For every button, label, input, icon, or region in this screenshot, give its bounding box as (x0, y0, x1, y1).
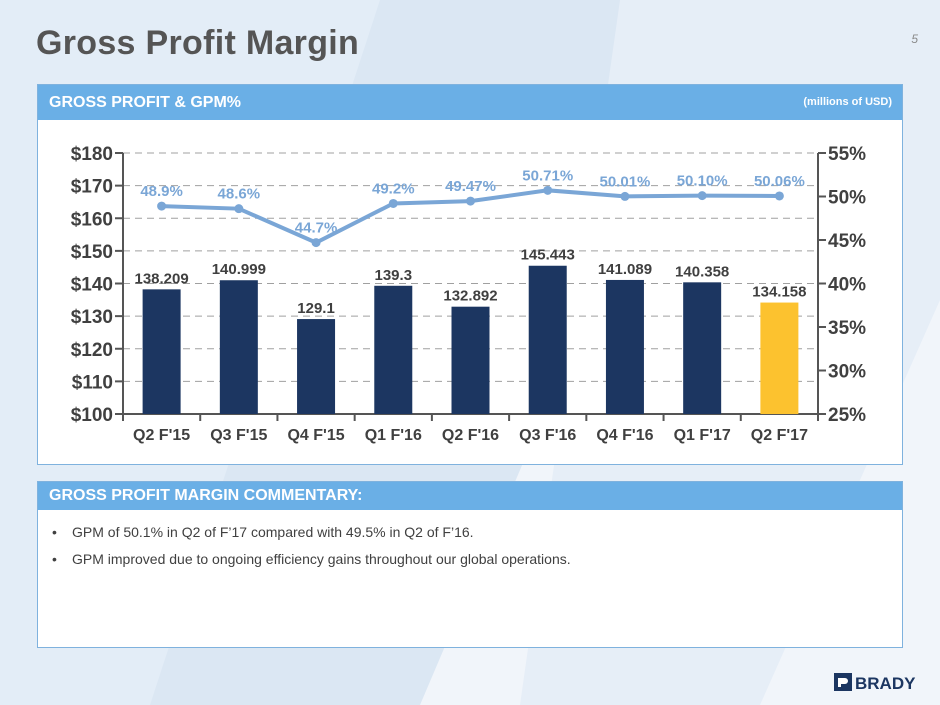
commentary-bullet: GPM improved due to ongoing efficiency g… (52, 551, 902, 567)
gpm-value-label: 49.2% (372, 180, 415, 197)
left-axis-tick-label: $160 (71, 209, 113, 230)
left-axis-tick-label: $100 (71, 405, 113, 426)
bar-value-label: 145.443 (521, 247, 575, 264)
bar-value-label: 140.358 (675, 263, 729, 280)
bar-value-label: 138.209 (134, 270, 188, 287)
commentary-panel: GROSS PROFIT MARGIN COMMENTARY: GPM of 5… (37, 481, 903, 648)
gross-profit-bar (683, 282, 722, 414)
gpm-point (234, 204, 244, 214)
x-axis-category-label: Q3 F'16 (519, 427, 576, 444)
x-axis-category-label: Q4 F'15 (287, 427, 344, 444)
gpm-value-label: 50.01% (600, 173, 651, 190)
gross-profit-chart: $100 $110 $120 $130 $140 $150 $160 $170 $180 25% 3… (71, 144, 866, 444)
gpm-point (157, 201, 167, 211)
gpm-point (543, 185, 553, 195)
left-axis-tick-label: $140 (71, 275, 113, 296)
gpm-point (311, 238, 321, 248)
left-axis-tick-label: $120 (71, 340, 113, 361)
chart-panel-title: GROSS PROFIT & GPM% (49, 94, 242, 111)
right-axis-tick-label: 50% (828, 188, 866, 209)
bar-value-label: 140.999 (212, 261, 266, 278)
gpm-value-label: 48.6% (218, 186, 261, 203)
left-axis-tick-label: $170 (71, 177, 113, 198)
left-axis-tick-label: $180 (71, 144, 113, 165)
left-axis-tick-label: $150 (71, 242, 113, 263)
gpm-value-label: 44.7% (295, 220, 338, 237)
gpm-value-label: 50.71% (522, 167, 573, 184)
gross-profit-bar (374, 285, 413, 414)
gpm-point (620, 191, 630, 201)
gpm-value-label: 50.10% (677, 173, 728, 190)
chart-panel: GROSS PROFIT & GPM% (millions of USD) $1… (37, 84, 903, 465)
right-axis-tick-label: 45% (828, 231, 866, 252)
x-axis-category-label: Q2 F'16 (442, 427, 499, 444)
gpm-point (697, 191, 707, 201)
x-axis-category-label: Q2 F'17 (751, 427, 808, 444)
gpm-point (466, 196, 475, 206)
left-axis-tick-label: $130 (71, 307, 113, 328)
right-axis-tick-label: 30% (828, 362, 866, 383)
commentary-header: GROSS PROFIT MARGIN COMMENTARY: (38, 482, 902, 510)
bar-value-label: 139.3 (375, 267, 413, 284)
right-axis-tick-label: 25% (828, 405, 866, 426)
left-axis-tick-label: $110 (72, 372, 113, 393)
x-axis-category-label: Q4 F'16 (596, 427, 653, 444)
gross-profit-bar (219, 280, 258, 414)
gross-profit-bar (760, 302, 799, 414)
x-axis-category-label: Q2 F'15 (133, 427, 190, 444)
gpm-point (388, 198, 398, 208)
chart-panel-header: GROSS PROFIT & GPM% (millions of USD) (38, 85, 902, 120)
x-axis-category-label: Q1 F'16 (365, 427, 422, 444)
gpm-value-label: 49.47% (445, 178, 496, 195)
commentary-bullet: GPM of 50.1% in Q2 of F’17 compared with… (52, 524, 902, 540)
commentary-list: GPM of 50.1% in Q2 of F’17 compared with… (38, 510, 902, 567)
right-axis-tick-label: 35% (828, 318, 866, 339)
brady-logo: BRADY (834, 673, 916, 693)
right-axis-tick-label: 55% (828, 144, 866, 165)
slide-number: 5 (911, 32, 918, 46)
gpm-point (774, 191, 784, 201)
bar-value-label: 129.1 (297, 300, 335, 317)
brady-logo-text: BRADY (855, 674, 916, 693)
gpm-value-label: 48.9% (140, 183, 183, 200)
bar-value-label: 132.892 (443, 288, 497, 305)
page-title: Gross Profit Margin (36, 24, 360, 62)
gpm-value-label: 50.06% (754, 173, 805, 190)
bar-value-label: 141.089 (598, 261, 652, 278)
bar-value-label: 134.158 (752, 284, 806, 301)
gross-profit-bar (142, 289, 181, 414)
right-axis-tick-label: 40% (828, 275, 866, 296)
x-axis-category-label: Q1 F'17 (674, 427, 731, 444)
gross-profit-bar (605, 279, 644, 414)
gross-profit-bar (528, 265, 567, 414)
x-axis-category-label: Q3 F'15 (210, 427, 267, 444)
gross-profit-bar (451, 306, 490, 414)
gross-profit-bar (297, 319, 336, 414)
chart-unit-label: (millions of USD) (803, 96, 892, 108)
